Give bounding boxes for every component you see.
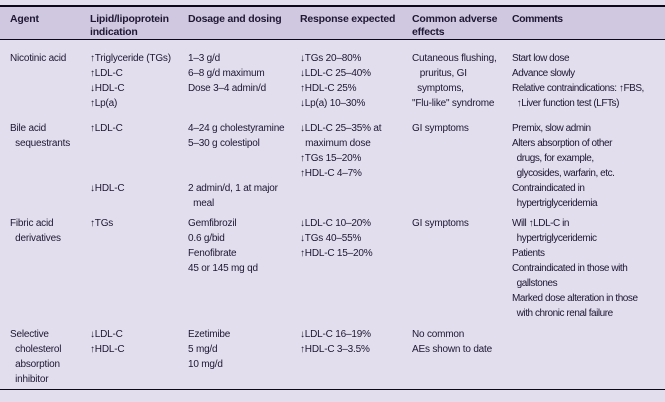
header-adverse-effects: Common adverse effects xyxy=(412,13,498,38)
cell-comments: Will ↑LDL-C in hypertriglyceridemic Pati… xyxy=(512,218,638,319)
cell-indication: ↑LDL-C ↓HDL-C xyxy=(90,123,125,194)
cell-indication: ↑Triglyceride (TGs) ↑LDL-C ↓HDL-C ↑Lp(a) xyxy=(90,53,171,109)
table-row-nicotinic-acid: Nicotinic acid ↑Triglyceride (TGs) ↑LDL-… xyxy=(0,51,665,111)
cell-dosage: 4–24 g cholestyramine 5–30 g colestipol … xyxy=(188,123,285,209)
cell-adverse: No common AEs shown to date xyxy=(412,329,492,355)
cell-agent: Nicotinic acid xyxy=(10,53,67,64)
cell-adverse: GI symptoms xyxy=(412,218,469,229)
cell-comments: Premix, slow admin Alters absorption of … xyxy=(512,123,615,209)
cell-comments: Start low dose Advance slowly Relative c… xyxy=(512,53,644,109)
cell-response: ↓TGs 20–80% ↓LDL-C 25–40% ↑HDL-C 25% ↓Lp… xyxy=(300,53,371,109)
header-lipid-indication: Lipid/lipoprotein indication xyxy=(90,13,169,38)
cell-agent: Fibric acid derivatives xyxy=(10,218,61,244)
header-response: Response expected xyxy=(300,13,396,25)
cell-adverse: GI symptoms xyxy=(412,123,469,134)
header-comments: Comments xyxy=(512,13,563,25)
cell-indication: ↓LDL-C ↑HDL-C xyxy=(90,329,125,355)
table-row-fibric-acid-derivatives: Fibric acid derivatives ↑TGs Gemfibrozil… xyxy=(0,216,665,321)
cell-response: ↓LDL-C 25–35% at maximum dose ↑TGs 15–20… xyxy=(300,123,382,179)
cell-comments xyxy=(512,327,665,387)
table-header-row: Agent Lipid/lipoprotein indication Dosag… xyxy=(0,7,665,40)
cell-dosage: Gemfibrozil 0.6 g/bid Fenofibrate 45 or … xyxy=(188,218,258,274)
cell-response: ↓LDL-C 16–19% ↑HDL-C 3–3.5% xyxy=(300,329,371,355)
header-dosage: Dosage and dosing xyxy=(188,13,282,25)
table-row-bile-acid-sequestrants: Bile acid sequestrants ↑LDL-C ↓HDL-C 4–2… xyxy=(0,121,665,211)
cell-adverse: Cutaneous flushing, pruritus, GI symptom… xyxy=(412,53,497,109)
table-row-cholesterol-absorption-inhibitor: Selective cholesterol absorption inhibit… xyxy=(0,327,665,387)
header-agent: Agent xyxy=(10,13,39,25)
cell-indication: ↑TGs xyxy=(90,218,114,229)
lipid-agents-table: Agent Lipid/lipoprotein indication Dosag… xyxy=(0,5,665,390)
cell-agent: Selective cholesterol absorption inhibit… xyxy=(10,329,62,385)
table-body: Nicotinic acid ↑Triglyceride (TGs) ↑LDL-… xyxy=(0,40,665,390)
cell-dosage: Ezetimibe 5 mg/d 10 mg/d xyxy=(188,329,231,370)
cell-response: ↓LDL-C 10–20% ↓TGs 40–55% ↑HDL-C 15–20% xyxy=(300,218,373,259)
cell-agent: Bile acid sequestrants xyxy=(10,123,71,149)
cell-dosage: 1–3 g/d 6–8 g/d maximum Dose 3–4 admin/d xyxy=(188,53,266,94)
